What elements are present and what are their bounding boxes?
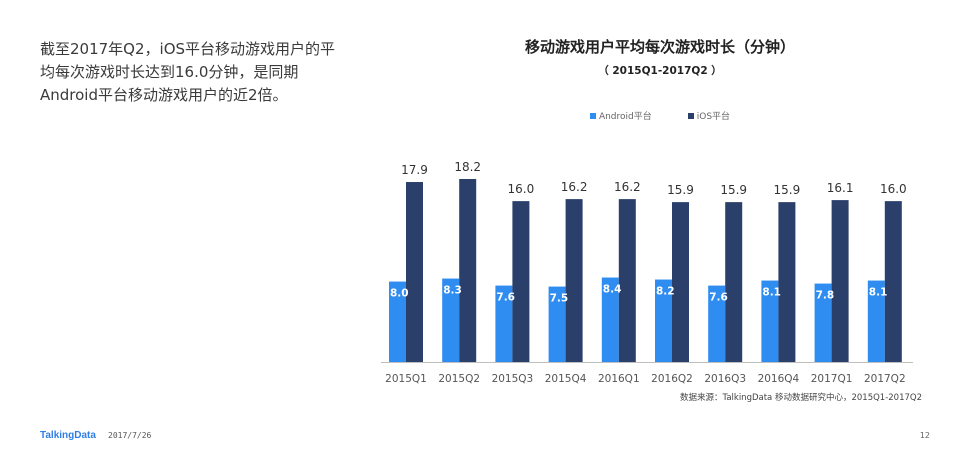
data-label-android-2017Q2: 8.1 <box>869 287 888 299</box>
bar-ios-2016Q3 <box>725 202 743 362</box>
x-tick-label-2017Q1: 2017Q1 <box>811 373 853 385</box>
chart-title: 移动游戏用户平均每次游戏时长（分钟） <box>524 38 795 56</box>
bar-android-2016Q2 <box>655 279 672 362</box>
bar-ios-2015Q4 <box>565 199 583 362</box>
x-tick-label-2015Q1: 2015Q1 <box>385 373 427 385</box>
bar-android-2017Q2 <box>867 280 885 362</box>
chart-legend: Android平台 iOS平台 <box>380 109 940 122</box>
data-label-android-2016Q1: 8.4 <box>603 284 622 296</box>
headline: 截至2017年Q2，iOS平台移动游戏用户的平均每次游戏时长达到16.0分钟，是… <box>40 40 336 104</box>
bar-ios-2016Q1 <box>618 199 636 362</box>
data-label-ios-2016Q2: 15.9 <box>667 183 694 197</box>
data-label-android-2015Q2: 8.3 <box>443 285 462 297</box>
x-tick-label-2015Q4: 2015Q4 <box>545 373 587 385</box>
bar-android-2016Q3 <box>708 285 726 362</box>
bar-ios-2015Q1 <box>406 182 423 362</box>
data-label-android-2015Q1: 8.0 <box>390 288 409 300</box>
x-tick-label-2016Q2: 2016Q2 <box>651 373 693 385</box>
x-tick-label-2017Q2: 2017Q2 <box>864 373 906 385</box>
x-tick-label-2015Q2: 2015Q2 <box>438 373 480 385</box>
data-label-ios-2016Q1: 16.2 <box>614 180 641 194</box>
bar-ios-2016Q4 <box>778 202 796 362</box>
x-tick-label-2015Q3: 2015Q3 <box>492 373 534 385</box>
x-tick-label-2016Q1: 2016Q1 <box>598 373 640 385</box>
data-label-ios-2017Q2: 16.0 <box>880 182 907 196</box>
footer-brand-logo: TalkingData <box>40 430 96 441</box>
legend-label-ios: iOS平台 <box>696 112 731 122</box>
data-label-ios-2015Q2: 18.2 <box>454 160 481 174</box>
legend-swatch-android <box>589 112 596 119</box>
x-tick-label-2016Q3: 2016Q3 <box>704 373 746 385</box>
data-label-android-2017Q1: 7.8 <box>816 290 835 302</box>
data-label-ios-2015Q3: 16.0 <box>508 182 535 196</box>
legend-item-ios: iOS平台 <box>687 109 731 122</box>
bar-android-2015Q4 <box>548 286 566 362</box>
source-note: 数据来源：TalkingData 移动数据研究中心，2015Q1-2017Q2 <box>680 393 922 403</box>
legend-item-android: Android平台 <box>589 109 652 122</box>
data-label-ios-2015Q1: 17.9 <box>401 163 428 177</box>
footer-date: 2017/7/26 <box>108 431 152 440</box>
legend-swatch-ios <box>687 112 694 119</box>
data-label-android-2016Q4: 8.1 <box>762 287 781 299</box>
data-label-ios-2016Q3: 15.9 <box>720 183 747 197</box>
data-label-android-2015Q3: 7.6 <box>496 292 515 304</box>
page-number: 12 <box>919 431 930 440</box>
data-label-android-2016Q3: 7.6 <box>709 292 728 304</box>
legend-label-android: Android平台 <box>598 112 652 122</box>
bar-android-2015Q1 <box>389 281 406 362</box>
x-tick-label-2016Q4: 2016Q4 <box>758 373 800 385</box>
bar-android-2015Q3 <box>495 285 513 362</box>
bar-android-2016Q4 <box>761 280 779 362</box>
data-label-ios-2017Q1: 16.1 <box>827 181 854 195</box>
bar-android-2015Q2 <box>442 278 460 362</box>
chart-subtitle: （ 2015Q1-2017Q2 ） <box>598 65 722 77</box>
bar-android-2016Q1 <box>601 277 619 362</box>
bar-ios-2017Q1 <box>831 200 849 362</box>
bar-ios-2017Q2 <box>884 201 902 362</box>
bar-ios-2015Q2 <box>459 179 477 362</box>
data-label-ios-2015Q4: 16.2 <box>561 180 588 194</box>
data-label-android-2015Q4: 7.5 <box>550 293 569 305</box>
data-label-android-2016Q2: 8.2 <box>656 286 675 298</box>
data-label-ios-2016Q4: 15.9 <box>774 183 801 197</box>
bar-ios-2016Q2 <box>672 202 689 362</box>
bar-android-2017Q1 <box>814 283 832 362</box>
bar-ios-2015Q3 <box>512 201 530 362</box>
